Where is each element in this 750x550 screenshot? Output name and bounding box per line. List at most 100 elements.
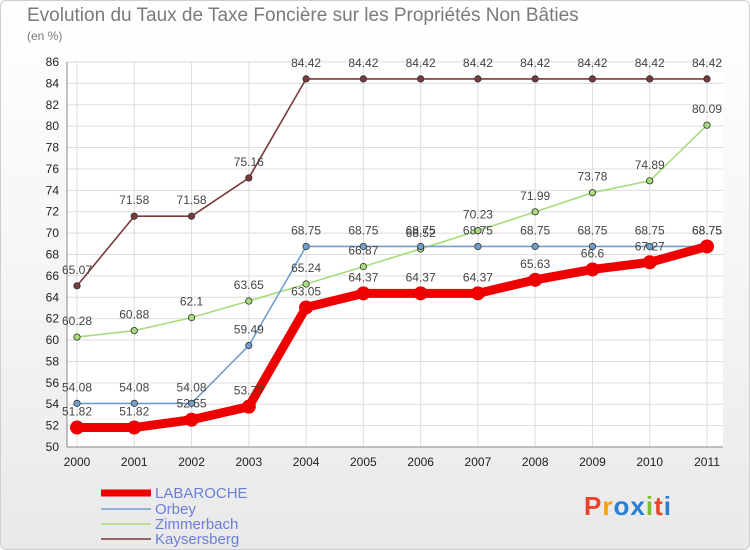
data-point: [417, 242, 425, 251]
data-point: [528, 272, 543, 287]
y-tick-label: 76: [46, 162, 60, 176]
data-label: 68.75: [692, 223, 722, 237]
data-label: 68.75: [348, 223, 378, 237]
data-point: [474, 242, 482, 251]
data-label: 65.24: [291, 261, 321, 275]
data-point: [413, 286, 428, 301]
data-label: 84.42: [463, 56, 493, 70]
data-point: [359, 75, 367, 83]
data-label: 84.42: [291, 56, 321, 70]
y-tick-label: 54: [46, 397, 60, 411]
data-label: 59.49: [234, 323, 264, 337]
data-label: 53.77: [234, 384, 264, 398]
data-point: [245, 341, 253, 350]
data-label: 68.75: [635, 223, 665, 237]
data-point: [245, 297, 253, 305]
data-point: [130, 212, 138, 220]
legend-label: Orbey: [155, 501, 196, 518]
data-label: 84.42: [520, 56, 550, 70]
data-label: 52.55: [177, 397, 207, 411]
data-point: [642, 255, 657, 270]
data-point: [73, 399, 81, 407]
data-label: 65.07: [62, 263, 92, 277]
data-label: 75.16: [234, 155, 264, 169]
x-tick-label: 2005: [350, 455, 377, 469]
data-label: 66.6: [581, 246, 605, 260]
y-tick-label: 80: [46, 119, 60, 133]
logo-letter: i: [663, 491, 672, 521]
data-label: 71.99: [520, 189, 550, 203]
data-point: [73, 333, 81, 341]
data-label: 67.27: [635, 239, 665, 253]
data-label: 63.05: [291, 284, 321, 298]
series-line-kaysersberg: [76, 78, 708, 287]
x-tick-label: 2001: [121, 455, 148, 469]
data-label: 70.23: [463, 208, 493, 222]
x-tick-label: 2008: [522, 455, 549, 469]
data-point: [417, 75, 425, 83]
data-point: [646, 75, 654, 83]
logo-letter: P: [584, 491, 603, 521]
data-point: [470, 286, 485, 301]
data-label: 60.28: [62, 314, 92, 328]
data-point: [531, 242, 539, 251]
x-tick-label: 2011: [694, 455, 720, 469]
y-tick-label: 84: [46, 76, 60, 90]
data-labels: 51.82 51.82 52.55 53.77 63.05 64.37 64.37 64.37…: [62, 56, 722, 419]
data-point: [703, 75, 711, 83]
data-point: [700, 239, 714, 254]
series-line-orbey: [76, 245, 708, 405]
data-label: 84.42: [348, 56, 378, 70]
data-point: [187, 313, 196, 322]
data-point: [531, 75, 539, 83]
x-tick-label: 2000: [64, 455, 91, 469]
x-tick-label: 2004: [293, 455, 320, 469]
series-lines: [70, 75, 714, 435]
proxiti-logo: Proxiti: [584, 491, 672, 522]
legend-label: LABAROCHE: [155, 485, 248, 502]
y-tick-label: 62: [46, 312, 60, 326]
y-tick-label: 74: [46, 183, 60, 197]
y-tick-label: 60: [46, 333, 60, 347]
data-label: 74.89: [635, 158, 665, 172]
data-point: [585, 262, 600, 277]
data-point: [127, 420, 142, 435]
y-tick-label: 70: [46, 226, 60, 240]
x-tick-label: 2002: [178, 455, 205, 469]
x-tick-label: 2010: [636, 455, 663, 469]
data-label: 66.87: [348, 244, 378, 258]
data-label: 71.58: [177, 193, 207, 207]
y-tick-label: 82: [46, 98, 60, 112]
data-point: [588, 189, 597, 197]
data-point: [703, 121, 711, 129]
logo-letter: r: [602, 491, 614, 521]
data-label: 64.37: [406, 270, 436, 284]
y-tick-label: 78: [46, 141, 60, 155]
data-label: 68.52: [406, 226, 436, 240]
data-label: 80.09: [692, 102, 722, 116]
logo-letter: t: [654, 491, 664, 521]
data-label: 51.82: [119, 405, 149, 419]
data-point: [646, 242, 654, 251]
y-tick-label: 66: [46, 269, 60, 283]
y-tick-label: 52: [46, 419, 60, 433]
data-point: [474, 75, 482, 83]
logo-letter: i: [645, 491, 655, 521]
data-point: [187, 212, 196, 220]
chart-unit-label: (en %): [27, 29, 63, 43]
data-label: 73.78: [577, 170, 607, 184]
data-point: [359, 242, 367, 251]
data-point: [70, 420, 84, 435]
data-label: 65.63: [520, 257, 550, 271]
data-label: 64.37: [463, 270, 493, 284]
data-label: 68.75: [291, 223, 321, 237]
axes: 50 52 54 56 58 60 62 64 66 68 70 72 74 76 78 80 82 84 86 20…: [46, 55, 723, 469]
data-label: 54.08: [62, 380, 92, 394]
x-tick-label: 2009: [579, 455, 606, 469]
data-label: 51.82: [62, 405, 92, 419]
data-label: 84.42: [635, 56, 665, 70]
y-tick-label: 58: [46, 354, 60, 368]
data-label: 54.08: [177, 380, 207, 394]
data-point: [130, 399, 138, 407]
